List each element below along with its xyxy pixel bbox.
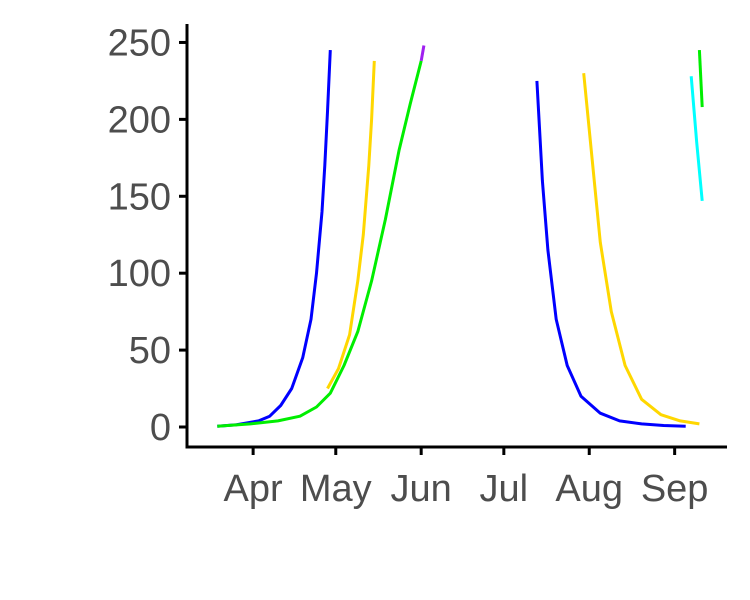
y-tick-label-3: 150 <box>108 176 171 218</box>
x-axis-ticks: Apr May Jun Jul Aug Sep <box>224 447 709 510</box>
y-tick-label-5: 250 <box>108 22 171 64</box>
series-line-3 <box>582 73 700 426</box>
x-tick-label-3: Jul <box>480 468 529 510</box>
y-axis-ticks: 0 50 100 150 200 250 <box>108 22 187 449</box>
x-tick-label-4: Aug <box>555 468 623 510</box>
x-tick-label-1: May <box>300 468 372 510</box>
series-line-7 <box>697 50 704 108</box>
y-tick-label-2: 100 <box>108 253 171 295</box>
series-layer <box>217 45 704 428</box>
x-tick-label-2: Jun <box>391 468 452 510</box>
x-tick-label-0: Apr <box>224 468 283 510</box>
y-tick-label-1: 50 <box>129 330 171 372</box>
y-tick-label-0: 0 <box>150 407 171 449</box>
series-line-5 <box>419 45 426 62</box>
series-line-2 <box>326 60 376 390</box>
series-line-0 <box>217 50 332 428</box>
y-tick-label-4: 200 <box>108 99 171 141</box>
series-line-1 <box>535 80 686 428</box>
series-line-6 <box>689 76 704 202</box>
x-tick-label-5: Sep <box>641 468 709 510</box>
series-line-4 <box>217 60 423 428</box>
